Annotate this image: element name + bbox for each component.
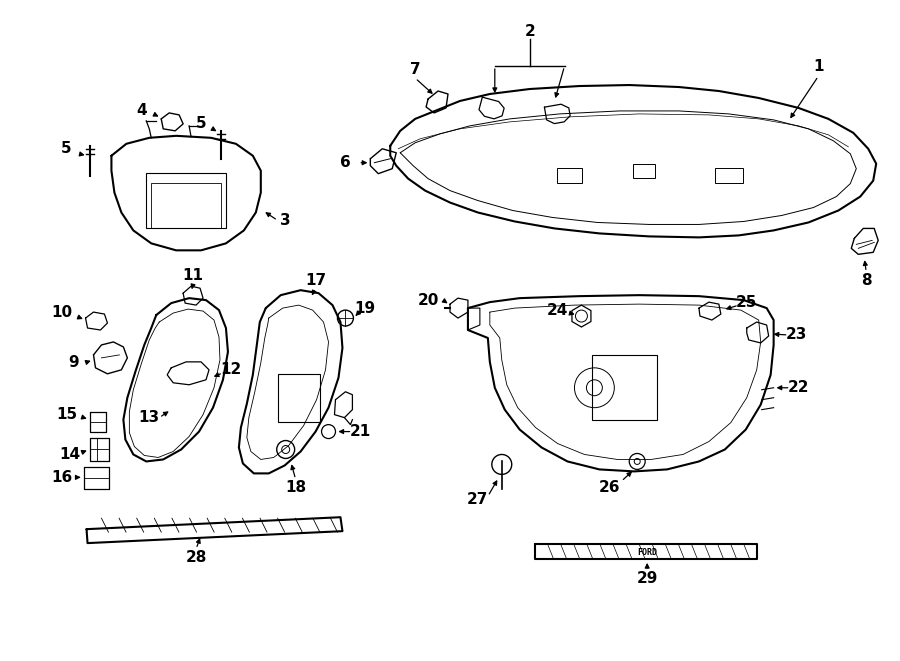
- Text: 6: 6: [340, 155, 351, 171]
- Bar: [634, 164, 655, 178]
- Text: 5: 5: [195, 116, 206, 132]
- Text: 24: 24: [547, 303, 568, 317]
- Text: 10: 10: [51, 305, 72, 319]
- Text: 23: 23: [786, 327, 807, 342]
- Text: 25: 25: [736, 295, 758, 309]
- Text: 22: 22: [788, 380, 809, 395]
- Bar: [557, 168, 582, 183]
- Text: 11: 11: [183, 268, 203, 283]
- Text: 18: 18: [285, 480, 306, 495]
- Text: 26: 26: [598, 480, 620, 495]
- Bar: [715, 168, 742, 183]
- Text: 5: 5: [61, 141, 72, 156]
- Text: 7: 7: [410, 61, 420, 77]
- Bar: [278, 374, 320, 422]
- Text: 12: 12: [220, 362, 241, 377]
- Text: 8: 8: [861, 273, 871, 288]
- Text: 13: 13: [139, 410, 160, 425]
- Bar: [151, 183, 221, 228]
- Text: 1: 1: [814, 59, 824, 73]
- Text: 2: 2: [525, 24, 535, 39]
- Text: 29: 29: [636, 572, 658, 586]
- Text: 27: 27: [467, 492, 489, 507]
- Text: 21: 21: [350, 424, 371, 439]
- Text: 19: 19: [355, 301, 376, 315]
- Text: 4: 4: [136, 103, 147, 118]
- Text: 14: 14: [59, 447, 80, 462]
- Bar: [592, 356, 657, 420]
- Text: 17: 17: [305, 273, 326, 288]
- Text: FORD: FORD: [637, 547, 657, 557]
- Text: 16: 16: [51, 470, 72, 485]
- Text: 15: 15: [56, 407, 77, 422]
- Text: 28: 28: [185, 549, 207, 564]
- Text: 9: 9: [68, 356, 79, 370]
- Text: 20: 20: [418, 293, 439, 307]
- Bar: [147, 173, 226, 228]
- Text: 3: 3: [281, 213, 291, 228]
